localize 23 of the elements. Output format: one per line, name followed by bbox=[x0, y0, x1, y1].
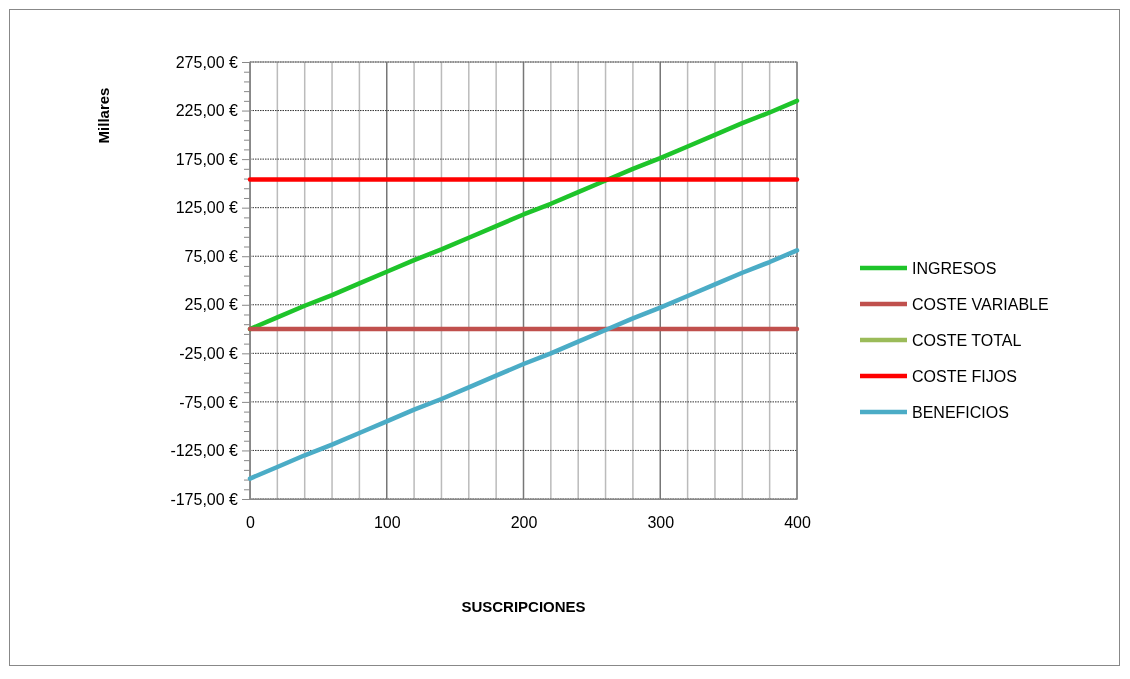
y-tick-label: -125,00 € bbox=[170, 442, 239, 460]
x-tick-label: 100 bbox=[373, 514, 401, 532]
legend-label: COSTE TOTAL bbox=[912, 332, 1022, 349]
y-axis-title: Millares bbox=[95, 87, 112, 144]
x-axis-title: SUSCRIPCIONES bbox=[461, 598, 586, 615]
x-tick-label: 0 bbox=[246, 514, 256, 532]
y-tick-label: 225,00 € bbox=[175, 102, 239, 120]
y-tick-label: 125,00 € bbox=[175, 199, 239, 217]
x-tick-label: 200 bbox=[510, 514, 538, 532]
y-tick-label: -175,00 € bbox=[170, 490, 239, 508]
legend-label: BENEFICIOS bbox=[912, 404, 1009, 421]
legend-label: COSTE FIJOS bbox=[912, 368, 1017, 385]
line-series bbox=[247, 248, 800, 481]
y-tick-label: 75,00 € bbox=[184, 247, 239, 265]
legend-label: COSTE VARIABLE bbox=[912, 296, 1049, 313]
legend-label: INGRESOS bbox=[912, 260, 997, 277]
y-tick-label: -25,00 € bbox=[179, 344, 239, 362]
y-tick-label: 25,00 € bbox=[184, 296, 239, 314]
y-tick-label: 275,00 € bbox=[175, 53, 239, 71]
y-tick-label: 175,00 € bbox=[175, 150, 239, 168]
y-tick-label: -75,00 € bbox=[179, 393, 239, 411]
x-tick-label: 400 bbox=[784, 514, 811, 532]
x-tick-label: 300 bbox=[647, 514, 675, 532]
